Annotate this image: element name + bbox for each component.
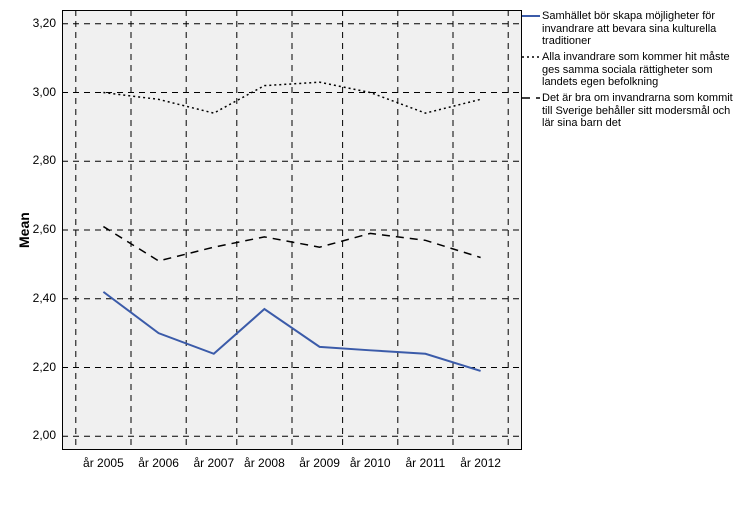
x-tick-label: år 2006: [138, 456, 179, 470]
x-tick-label: år 2005: [83, 456, 124, 470]
y-tick-label: 2,00: [22, 428, 56, 442]
x-tick-label: år 2010: [350, 456, 391, 470]
legend-entry: Alla invandrare som kommer hit måste ges…: [542, 51, 737, 89]
y-tick-label: 3,20: [22, 16, 56, 30]
chart-container: Mean 2,002,202,402,602,803,003,20år 2005…: [0, 0, 740, 508]
x-tick-label: år 2009: [299, 456, 340, 470]
y-tick-label: 2,20: [22, 360, 56, 374]
y-tick-label: 2,40: [22, 291, 56, 305]
legend-entry: Samhället bör skapa möjligheter för inva…: [542, 10, 737, 48]
x-tick-label: år 2011: [405, 456, 445, 470]
x-tick-label: år 2008: [244, 456, 285, 470]
legend-entry: Det är bra om invandrarna som kommit til…: [542, 92, 737, 130]
x-tick-label: år 2007: [193, 456, 234, 470]
y-tick-label: 3,00: [22, 85, 56, 99]
y-tick-label: 2,60: [22, 222, 56, 236]
y-tick-label: 2,80: [22, 153, 56, 167]
x-tick-label: år 2012: [460, 456, 501, 470]
